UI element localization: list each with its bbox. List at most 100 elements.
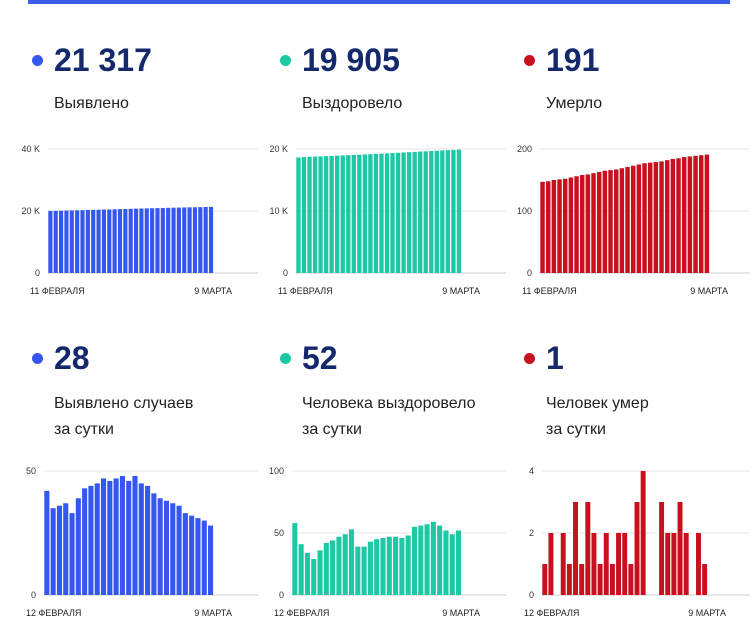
x-end-date-label: 9 МАРТА	[442, 608, 480, 618]
bar	[619, 168, 625, 273]
bar	[91, 209, 96, 273]
bar	[304, 552, 310, 595]
bar	[676, 158, 681, 273]
bar	[411, 526, 418, 595]
y-tick-label: 40 K	[21, 144, 40, 154]
bar	[346, 155, 351, 273]
bar	[609, 564, 615, 595]
stat-value: 28	[54, 340, 90, 376]
bar	[312, 156, 318, 273]
bar	[112, 209, 117, 273]
stat-label-line: Человек умер	[546, 395, 649, 412]
bar	[311, 559, 317, 595]
bar	[443, 530, 449, 595]
bar	[85, 210, 90, 273]
bar	[596, 171, 602, 273]
x-end-date-label: 9 МАРТА	[194, 608, 232, 618]
bar	[117, 209, 123, 273]
bar	[170, 503, 176, 595]
bar	[540, 181, 545, 273]
stat-value: 21 317	[54, 42, 152, 78]
bar	[698, 155, 704, 273]
bar	[696, 533, 701, 595]
bar	[579, 564, 585, 595]
stat-label: Человек умер за сутки	[546, 391, 649, 443]
cumulative-deaths-chart: 0 100 200 11 ФЕВРАЛЯ 9 МАРТА	[517, 144, 750, 296]
bar	[151, 493, 157, 595]
cumulative-detected-chart: 0 20 K 40 K 11 ФЕВРАЛЯ 9 МАРТА	[21, 144, 258, 296]
bar	[100, 478, 107, 595]
x-end-date-label: 9 МАРТА	[442, 286, 480, 296]
bar	[187, 207, 192, 273]
bar	[625, 166, 630, 273]
bar	[53, 210, 58, 273]
bar	[96, 209, 101, 273]
bar	[418, 525, 424, 595]
bar	[390, 153, 395, 273]
bar	[437, 525, 443, 595]
bar	[145, 485, 151, 595]
stat-label: Выздоровело	[302, 91, 402, 117]
bar	[602, 170, 608, 273]
bar	[591, 173, 596, 273]
bar	[597, 564, 603, 595]
x-start-date-label: 12 ФЕВРАЛЯ	[26, 608, 81, 618]
bar	[335, 155, 340, 273]
bar	[340, 155, 345, 273]
bar	[557, 179, 562, 273]
series-dot	[32, 55, 43, 66]
bar	[548, 533, 554, 595]
bar	[330, 540, 336, 595]
y-tick-label: 2	[529, 528, 534, 538]
bar	[176, 207, 181, 273]
bar	[362, 154, 368, 273]
bar	[429, 151, 434, 273]
bar	[566, 564, 572, 595]
bar	[317, 550, 323, 595]
stat-label-line: Выявлено случаев	[54, 395, 194, 412]
stat-label-line: Выявлено	[54, 95, 129, 112]
bar	[368, 154, 373, 273]
bar	[603, 533, 609, 595]
y-tick-label: 0	[529, 590, 534, 600]
bar	[50, 508, 56, 595]
bar	[449, 534, 455, 595]
bar	[393, 536, 399, 595]
bar	[664, 160, 670, 273]
bar	[101, 209, 107, 273]
bar	[395, 152, 401, 273]
bar	[132, 475, 138, 595]
bar	[357, 154, 362, 273]
bar	[113, 478, 119, 595]
y-tick-label: 20 K	[269, 144, 288, 154]
bar	[139, 208, 144, 273]
stat-label: Выявлено	[54, 91, 129, 117]
x-start-date-label: 12 ФЕВРАЛЯ	[524, 608, 579, 618]
bar	[670, 158, 676, 273]
bar	[591, 533, 597, 595]
bar	[144, 208, 149, 273]
stat-label-line: за сутки	[302, 421, 362, 438]
bar	[150, 208, 155, 273]
series-dot	[280, 353, 291, 364]
y-tick-label: 50	[274, 528, 284, 538]
bar	[560, 533, 566, 595]
bar	[406, 152, 412, 273]
bar	[107, 209, 112, 273]
stat-value: 191	[546, 42, 600, 78]
bar	[48, 210, 53, 273]
bar	[63, 503, 69, 595]
bar	[545, 181, 551, 273]
bar	[123, 208, 128, 273]
bar	[636, 164, 642, 273]
y-tick-label: 10 K	[269, 206, 288, 216]
bar	[44, 490, 50, 595]
y-tick-label: 0	[31, 590, 36, 600]
bar	[351, 154, 356, 273]
bar	[171, 207, 176, 273]
bar	[107, 480, 113, 595]
bar	[702, 564, 708, 595]
stat-label-line: Человека выздоровело	[302, 395, 476, 412]
bar	[355, 546, 361, 595]
bar	[628, 564, 634, 595]
